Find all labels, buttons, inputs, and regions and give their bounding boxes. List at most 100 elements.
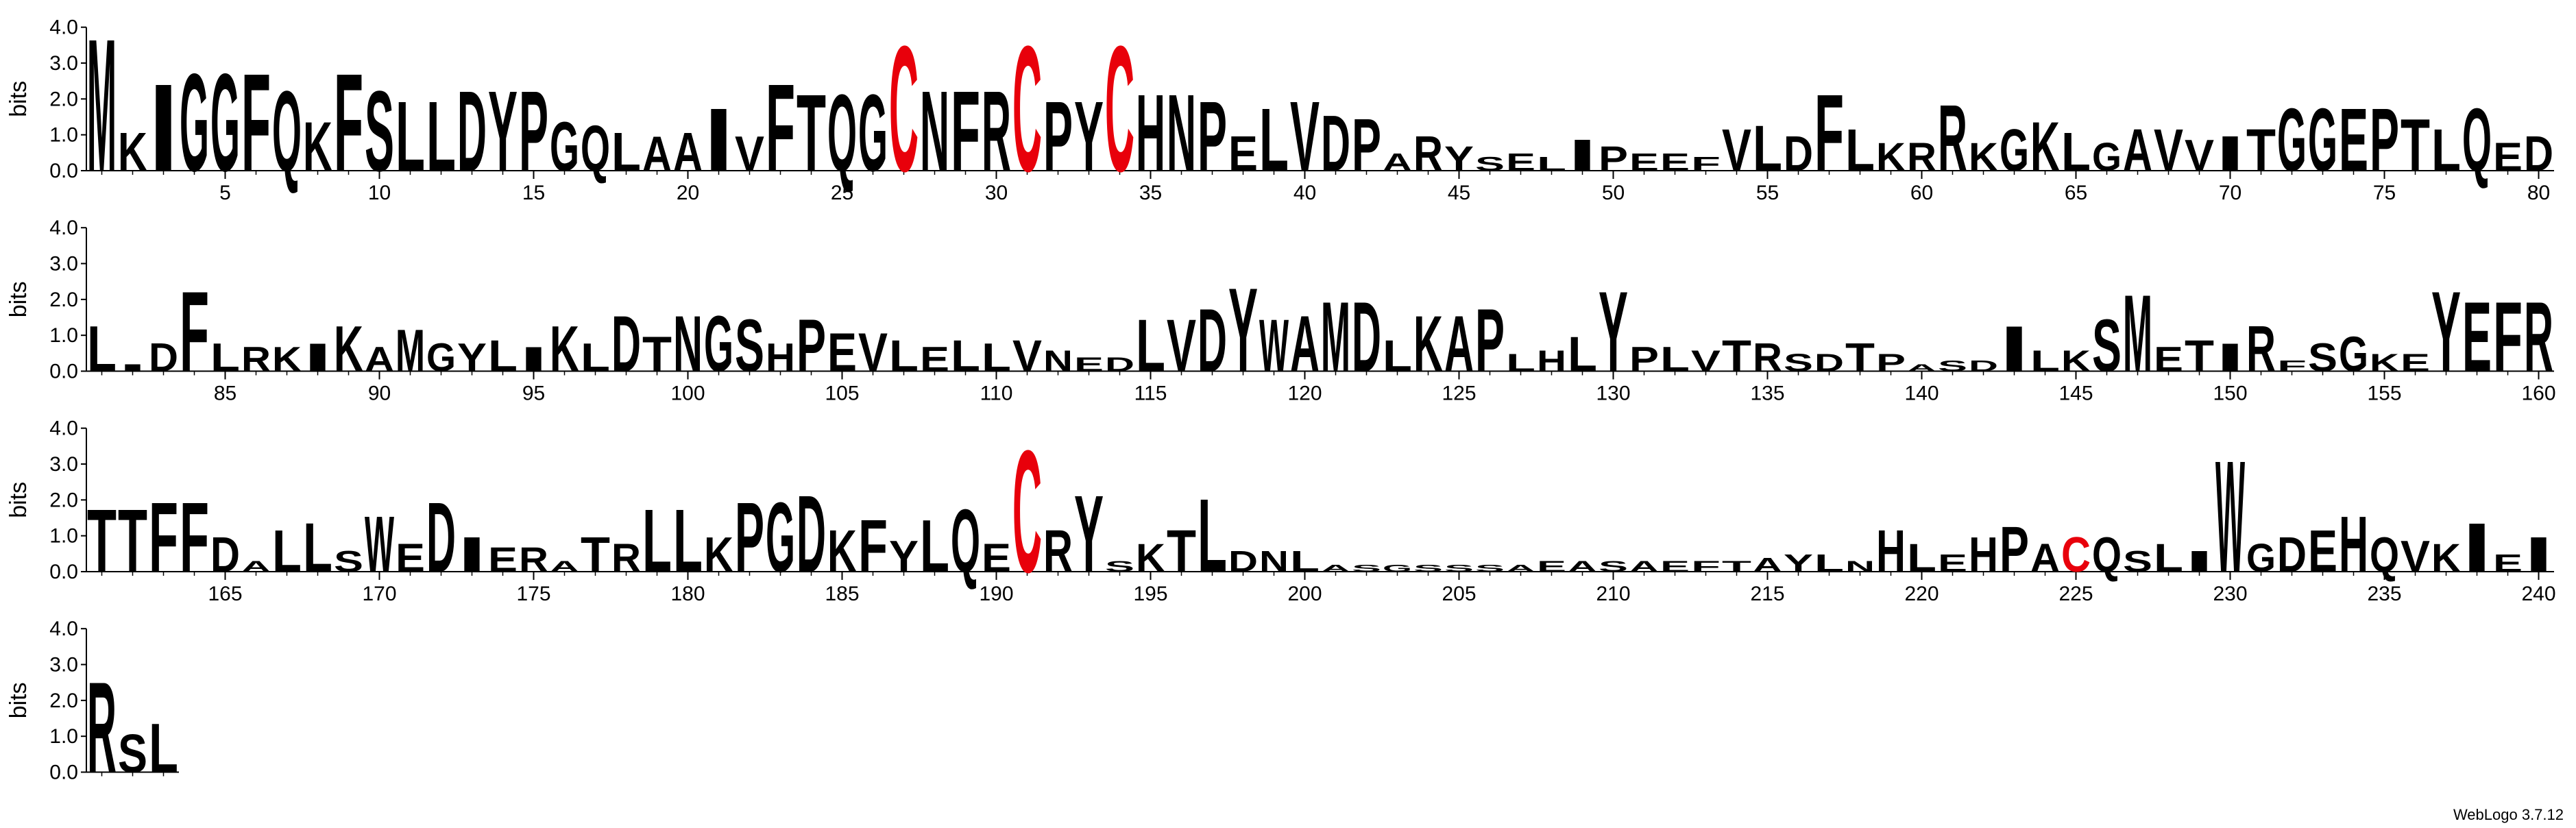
logo-letter: T xyxy=(1722,558,1751,574)
logo-letter: K xyxy=(334,313,363,385)
x-tick-label: 120 xyxy=(1287,382,1322,405)
logo-letter: K xyxy=(2061,344,2091,378)
y-tick-label: 1.0 xyxy=(49,124,78,147)
logo-letter: H xyxy=(1969,526,1998,582)
logo-letter: D xyxy=(1352,282,1381,393)
logo-letter: H xyxy=(1876,518,1906,585)
x-tick-label: 150 xyxy=(2213,382,2247,405)
logo-letter: S xyxy=(2092,304,2122,388)
x-tick-label: 80 xyxy=(2527,182,2550,204)
logo-letter: A xyxy=(1753,554,1782,576)
logo-letter: F xyxy=(1691,558,1721,574)
y-tick-label: 1.0 xyxy=(49,324,78,347)
logo-letter: V xyxy=(1012,331,1042,381)
logo-letter: Q xyxy=(2462,90,2492,190)
x-tick-label: 235 xyxy=(2367,583,2401,605)
logo-letter: K xyxy=(1876,135,1906,180)
logo-letter: A xyxy=(1383,148,1412,176)
x-tick-label: 5 xyxy=(219,182,231,204)
logo-letter: G xyxy=(858,72,888,195)
logo-letter: Q xyxy=(951,491,980,591)
logo-letter: L xyxy=(2154,536,2183,581)
y-tick-label: 3.0 xyxy=(49,654,78,677)
logo-letter: A xyxy=(1321,563,1350,574)
logo-letter: I xyxy=(2215,125,2245,181)
logo-letter: L xyxy=(1506,349,1535,377)
logo-letter: L xyxy=(951,331,980,381)
logo-letter: L xyxy=(1259,90,1289,190)
logo-letter: V xyxy=(735,125,764,181)
logo-letter: L xyxy=(1537,153,1566,175)
logo-letter: L xyxy=(1198,478,1227,594)
logo-letter: F xyxy=(180,268,209,396)
x-tick-label: 115 xyxy=(1134,382,1167,405)
logo-letter: Y xyxy=(2431,268,2461,396)
logo-letter: E xyxy=(982,536,1011,581)
logo-letter: D xyxy=(1198,291,1227,391)
logo-letter: E xyxy=(1660,558,1690,574)
logo-letter: L xyxy=(149,710,178,788)
y-tick-label: 4.0 xyxy=(49,217,78,239)
logo-letter: N xyxy=(1845,558,1875,574)
logo-letter: A xyxy=(550,558,579,574)
x-tick-label: 25 xyxy=(831,182,853,204)
logo-letter: P xyxy=(1599,139,1628,178)
logo-letter: K xyxy=(303,108,332,186)
logo-letter: L xyxy=(396,82,425,193)
logo-letter: R xyxy=(1043,518,1073,585)
logo-letter: Y xyxy=(1228,263,1258,397)
x-tick-label: 65 xyxy=(2065,182,2087,204)
logo-letter: R xyxy=(2524,282,2553,393)
y-tick-label: 3.0 xyxy=(49,253,78,276)
logo-letter: Y xyxy=(1599,268,1628,396)
logo-letter: T xyxy=(2246,117,2276,184)
logo-letter: I xyxy=(2462,509,2492,587)
logo-letter: N xyxy=(1259,545,1289,579)
x-tick-label: 225 xyxy=(2058,583,2093,605)
logo-letter: D xyxy=(1105,353,1134,376)
x-tick-label: 20 xyxy=(677,182,699,204)
x-tick-label: 50 xyxy=(1602,182,1625,204)
y-tick-label: 2.0 xyxy=(49,690,78,712)
logo-letter: I xyxy=(2185,545,2214,579)
logo-letter: S xyxy=(2308,336,2337,380)
logo-letter: Y xyxy=(457,336,487,380)
logo-letter: L xyxy=(87,313,117,385)
logo-letter: S xyxy=(1413,563,1443,574)
logo-letter: D xyxy=(149,336,178,380)
logo-letter: P xyxy=(2370,90,2399,190)
y-tick-label: 2.0 xyxy=(49,489,78,511)
logo-letter: M xyxy=(87,0,117,211)
logo-letter: E xyxy=(1660,148,1690,176)
logo-letter: G xyxy=(2277,90,2307,190)
logo-letter: M xyxy=(2123,273,2152,395)
logo-letter: M xyxy=(396,317,425,384)
logo-letter: T xyxy=(1845,336,1875,380)
y-tick-label: 0.0 xyxy=(49,160,78,182)
logo-letter: L xyxy=(1383,331,1412,381)
logo-letter: Q xyxy=(272,68,302,196)
logo-letter: L xyxy=(2431,117,2461,184)
logo-letter: C xyxy=(2061,526,2091,582)
logo-letter: D xyxy=(611,299,641,388)
logo-letter: E xyxy=(488,540,518,579)
x-tick-label: 175 xyxy=(516,583,550,605)
x-tick-label: 100 xyxy=(670,382,705,405)
logo-letter: F xyxy=(766,58,795,197)
logo-letter: R xyxy=(1938,85,1967,191)
logo-letter: I xyxy=(118,362,147,373)
logo-letter: V xyxy=(2401,531,2430,581)
logo-letter: G xyxy=(2000,117,2029,184)
logo-letter: E xyxy=(2339,90,2368,190)
logo-letter: E xyxy=(396,536,425,581)
logo-letter: G xyxy=(426,336,456,380)
logo-letter: F xyxy=(334,45,363,200)
x-tick-label: 195 xyxy=(1133,583,1167,605)
x-tick-label: 210 xyxy=(1596,583,1630,605)
logo-letter: I xyxy=(2524,526,2553,582)
x-tick-label: 105 xyxy=(825,382,859,405)
logo-letter: D xyxy=(1969,358,1998,374)
logo-letter: F xyxy=(2277,358,2307,374)
logo-letter: L xyxy=(2061,121,2091,182)
y-tick-label: 2.0 xyxy=(49,289,78,311)
